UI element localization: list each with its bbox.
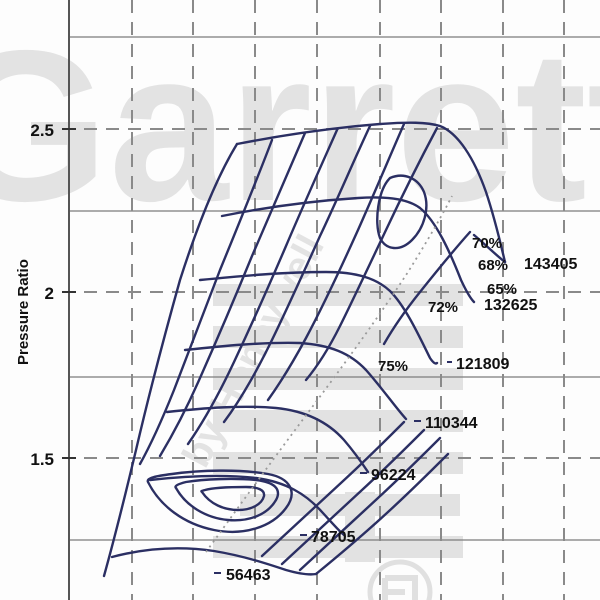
speed-line-78705 bbox=[148, 474, 346, 537]
speed-line-96224 bbox=[165, 405, 370, 474]
efficiency-contour-65 bbox=[382, 230, 472, 346]
efficiency-label-65: 65% bbox=[487, 281, 517, 298]
label-leader-lines bbox=[214, 361, 452, 574]
y-axis-ticks bbox=[62, 128, 76, 459]
speed-label-96224: 96224 bbox=[371, 467, 416, 484]
speed-label-110344: 110344 bbox=[425, 415, 478, 432]
y-axis-title: Pressure Ratio bbox=[15, 259, 32, 365]
efficiency-contour-72 bbox=[222, 124, 372, 424]
vertical-gridlines bbox=[131, 0, 565, 600]
efficiency-contour-75 bbox=[186, 128, 339, 446]
choke-boundary-line bbox=[472, 233, 507, 264]
peak-efficiency-dotted-line bbox=[205, 195, 453, 553]
efficiency-label-75: 75% bbox=[378, 358, 408, 375]
speed-line-56463 bbox=[110, 547, 318, 576]
efficiency-contour-76 bbox=[158, 131, 307, 458]
garrett-circle-logo-icon bbox=[367, 559, 433, 600]
speed-label-143405: 143405 bbox=[524, 256, 577, 273]
watermark-brand-top: Garrett bbox=[0, 5, 600, 246]
speed-label-78705: 78705 bbox=[311, 529, 356, 546]
watermark-garrett-wordmark: Garrett bbox=[0, 5, 600, 246]
flow-limit-curve-b bbox=[298, 436, 442, 572]
speed-line-143405 bbox=[235, 121, 507, 264]
efficiency-island-peak-mid bbox=[174, 477, 280, 522]
efficiency-island-high-right bbox=[376, 174, 428, 250]
efficiency-label-68: 68% bbox=[478, 257, 508, 274]
speed-line-110344 bbox=[183, 341, 408, 421]
y-axis-title-text: Pressure Ratio bbox=[15, 259, 32, 365]
efficiency-contour-68 bbox=[304, 126, 439, 382]
flow-limit-curve-c bbox=[280, 428, 426, 566]
efficiency-island-peak-outer bbox=[146, 469, 293, 534]
y-tick-label-2-5: 2.5 bbox=[30, 121, 54, 140]
efficiency-label-70: 70% bbox=[472, 235, 502, 252]
y-tick-label-1-5: 1.5 bbox=[30, 450, 54, 469]
y-tick-label-2-0: 2 bbox=[45, 284, 54, 303]
speed-label-121809: 121809 bbox=[456, 356, 509, 373]
flow-limit-curve-d bbox=[260, 420, 406, 558]
speed-label-56463: 56463 bbox=[226, 567, 271, 584]
efficiency-island-peak-inner bbox=[200, 485, 266, 512]
speed-line-132625 bbox=[220, 196, 476, 304]
surge-line bbox=[102, 142, 239, 578]
efficiency-label-72: 72% bbox=[428, 299, 458, 316]
efficiency-contour-77 bbox=[138, 138, 274, 466]
efficiency-contour-70 bbox=[266, 122, 406, 402]
speed-label-132625: 132625 bbox=[484, 297, 537, 314]
speed-line-121809 bbox=[198, 270, 439, 365]
flow-limit-curve-a bbox=[314, 452, 450, 576]
